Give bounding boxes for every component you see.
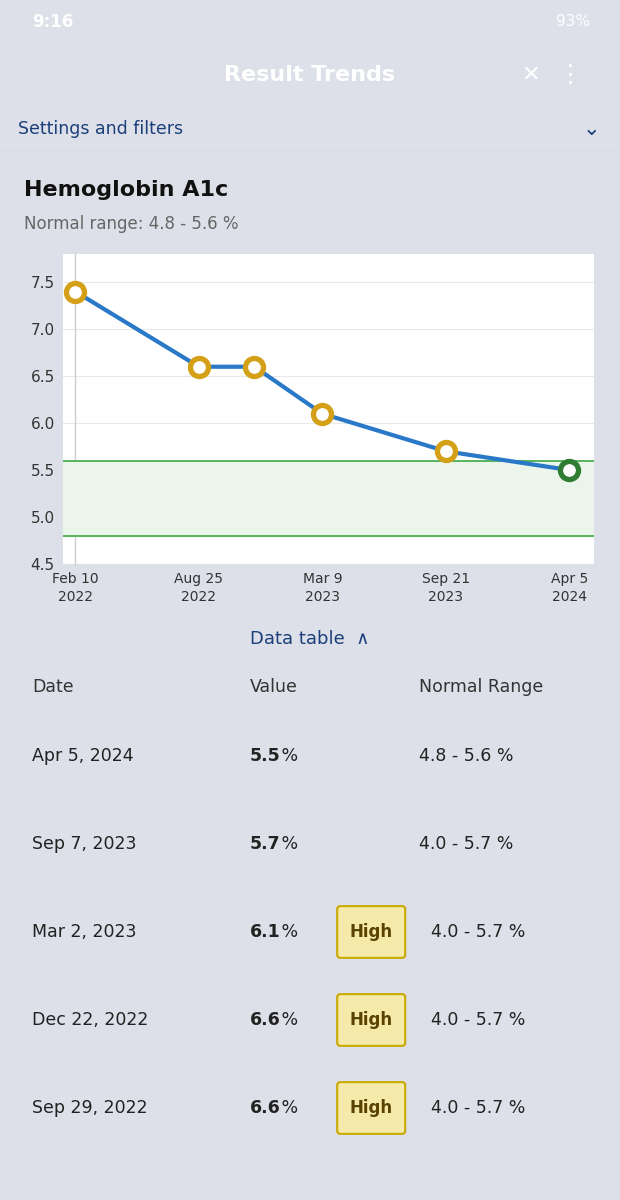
- Text: Dec 22, 2022: Dec 22, 2022: [32, 1010, 149, 1028]
- Text: ⋮: ⋮: [557, 62, 583, 86]
- Text: High: High: [350, 1010, 392, 1028]
- Text: 6.6: 6.6: [250, 1099, 280, 1117]
- Text: 6.1: 6.1: [250, 923, 280, 941]
- Text: %: %: [276, 1099, 298, 1117]
- Text: Mar 2, 2023: Mar 2, 2023: [32, 923, 136, 941]
- Text: 4.0 - 5.7 %: 4.0 - 5.7 %: [431, 923, 525, 941]
- Text: High: High: [350, 1099, 392, 1117]
- FancyBboxPatch shape: [337, 994, 405, 1046]
- Text: Apr 5, 2024: Apr 5, 2024: [32, 746, 134, 766]
- Text: Apr 5
2024: Apr 5 2024: [551, 571, 588, 604]
- Text: Feb 10
2022: Feb 10 2022: [52, 571, 99, 604]
- Text: Settings and filters: Settings and filters: [18, 120, 183, 138]
- Text: %: %: [276, 835, 298, 853]
- Text: Date: Date: [32, 678, 74, 696]
- Text: ⌄: ⌄: [583, 119, 600, 139]
- Text: Hemoglobin A1c: Hemoglobin A1c: [24, 180, 228, 200]
- Text: Aug 25
2022: Aug 25 2022: [174, 571, 223, 604]
- Text: %: %: [276, 746, 298, 766]
- Text: 5.7: 5.7: [250, 835, 280, 853]
- Text: Normal Range: Normal Range: [418, 678, 543, 696]
- Text: Sep 29, 2022: Sep 29, 2022: [32, 1099, 148, 1117]
- Text: 6.6: 6.6: [250, 1010, 280, 1028]
- Text: 4.8 - 5.6 %: 4.8 - 5.6 %: [418, 746, 513, 766]
- Text: Value: Value: [250, 678, 298, 696]
- Text: 4.0 - 5.7 %: 4.0 - 5.7 %: [431, 1010, 525, 1028]
- Text: 93%: 93%: [556, 14, 590, 30]
- Text: Sep 7, 2023: Sep 7, 2023: [32, 835, 136, 853]
- Bar: [63, 461, 594, 536]
- Text: Mar 9
2023: Mar 9 2023: [303, 571, 342, 604]
- Text: Normal range: 4.8 - 5.6 %: Normal range: 4.8 - 5.6 %: [24, 215, 239, 233]
- Text: 5.5: 5.5: [250, 746, 280, 766]
- FancyBboxPatch shape: [337, 906, 405, 958]
- Text: Data table  ∧: Data table ∧: [250, 630, 370, 648]
- Text: 4.0 - 5.7 %: 4.0 - 5.7 %: [418, 835, 513, 853]
- Text: Sep 21
2023: Sep 21 2023: [422, 571, 470, 604]
- Text: %: %: [276, 923, 298, 941]
- Text: High: High: [350, 923, 392, 941]
- Text: %: %: [276, 1010, 298, 1028]
- Text: Result Trends: Result Trends: [224, 65, 396, 85]
- Text: 4.0 - 5.7 %: 4.0 - 5.7 %: [431, 1099, 525, 1117]
- Text: ✕: ✕: [521, 65, 539, 85]
- FancyBboxPatch shape: [337, 1082, 405, 1134]
- Text: 9:16: 9:16: [32, 13, 73, 31]
